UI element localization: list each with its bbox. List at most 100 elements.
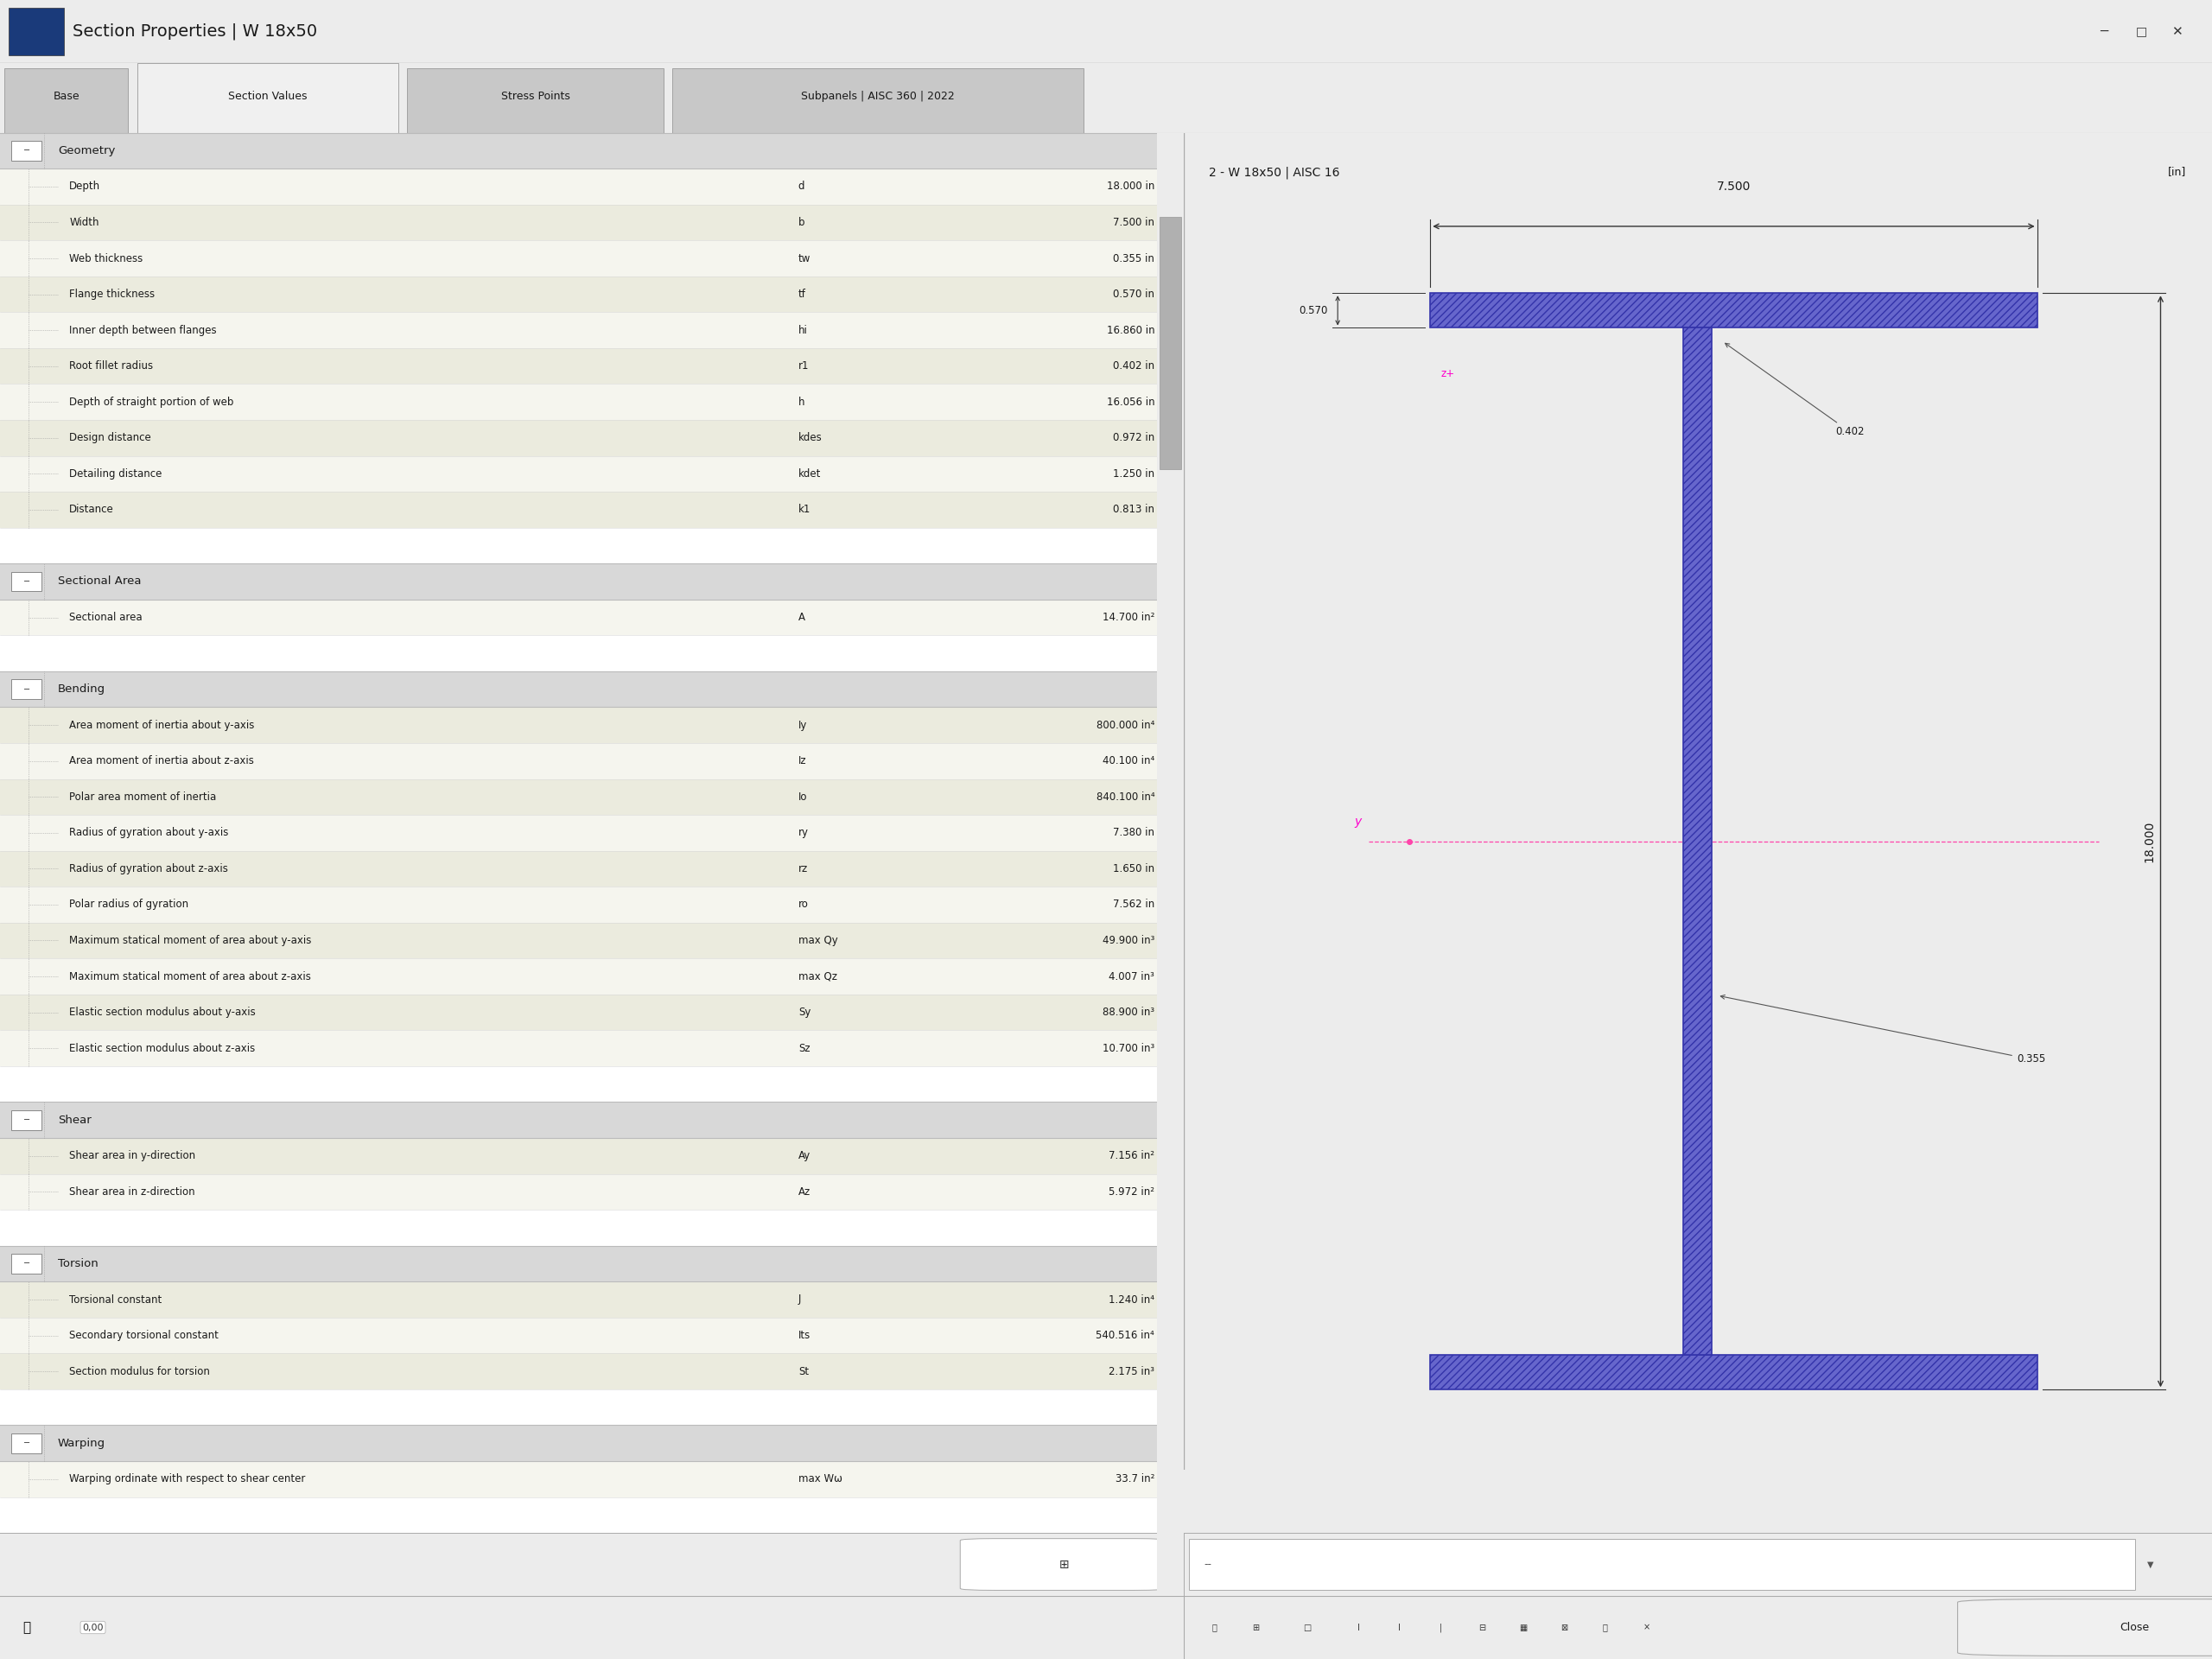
Text: Torsion: Torsion — [58, 1258, 97, 1269]
Text: Section modulus for torsion: Section modulus for torsion — [69, 1365, 210, 1377]
FancyBboxPatch shape — [1958, 1599, 2212, 1656]
Bar — [1159, 217, 1181, 469]
Text: [in]: [in] — [2168, 166, 2185, 178]
Text: ⊟: ⊟ — [1478, 1623, 1484, 1632]
Text: d: d — [799, 181, 805, 192]
Text: rz: rz — [799, 863, 807, 874]
Bar — [11, 572, 42, 591]
Text: 1.240 in⁴: 1.240 in⁴ — [1108, 1294, 1155, 1306]
Text: h: h — [799, 397, 805, 408]
Text: 18.000: 18.000 — [2143, 821, 2154, 863]
Text: max Wω: max Wω — [799, 1473, 843, 1485]
Bar — [0, 420, 1157, 456]
Text: Section Values: Section Values — [228, 91, 307, 103]
Bar — [0, 959, 1157, 994]
Text: 4.007 in³: 4.007 in³ — [1108, 971, 1155, 982]
Bar — [0, 1317, 1157, 1354]
Text: Maximum statical moment of area about y-axis: Maximum statical moment of area about y-… — [69, 936, 312, 946]
Bar — [0, 1282, 1157, 1317]
Text: ▼: ▼ — [2148, 1559, 2154, 1569]
Text: k1: k1 — [799, 504, 810, 516]
Text: 0.355: 0.355 — [1721, 995, 2046, 1065]
Bar — [0, 1175, 1157, 1209]
Text: Ay: Ay — [799, 1150, 810, 1161]
Text: 18.000 in: 18.000 in — [1106, 181, 1155, 192]
Text: 88.900 in³: 88.900 in³ — [1102, 1007, 1155, 1019]
Bar — [0, 133, 1157, 169]
Text: 5.972 in²: 5.972 in² — [1108, 1186, 1155, 1198]
Bar — [0, 383, 1157, 420]
Bar — [11, 679, 42, 698]
Text: ─: ─ — [2099, 25, 2108, 38]
Text: 1.650 in: 1.650 in — [1113, 863, 1155, 874]
Bar — [0, 635, 1157, 672]
Text: 7.500: 7.500 — [1717, 181, 1750, 192]
Text: --: -- — [1203, 1559, 1212, 1569]
Bar — [1188, 1540, 2135, 1589]
Bar — [0, 1067, 1157, 1102]
Text: −: − — [22, 1438, 31, 1448]
Text: tf: tf — [799, 289, 805, 300]
Bar — [0, 1496, 1157, 1533]
Text: 800.000 in⁴: 800.000 in⁴ — [1097, 720, 1155, 730]
Text: 14.700 in²: 14.700 in² — [1102, 612, 1155, 624]
Text: 2 - W 18x50 | AISC 16: 2 - W 18x50 | AISC 16 — [1210, 166, 1340, 179]
Text: 0,00: 0,00 — [82, 1623, 104, 1632]
Text: Subpanels | AISC 360 | 2022: Subpanels | AISC 360 | 2022 — [801, 91, 956, 103]
Text: 49.900 in³: 49.900 in³ — [1102, 936, 1155, 946]
Text: Radius of gyration about y-axis: Radius of gyration about y-axis — [69, 828, 228, 838]
Text: 840.100 in⁴: 840.100 in⁴ — [1097, 791, 1155, 803]
Text: 7.156 in²: 7.156 in² — [1108, 1150, 1155, 1161]
Text: ry: ry — [799, 828, 810, 838]
Text: max Qy: max Qy — [799, 936, 838, 946]
Text: ⊞: ⊞ — [1060, 1558, 1068, 1571]
Text: Sectional Area: Sectional Area — [58, 576, 142, 587]
Text: Section Properties | W 18x50: Section Properties | W 18x50 — [73, 23, 319, 40]
Bar — [0, 348, 1157, 383]
Text: 🖨: 🖨 — [1604, 1623, 1608, 1632]
Bar — [0, 1462, 1157, 1496]
Bar — [0, 1102, 1157, 1138]
Bar — [0, 672, 1157, 707]
Bar — [0, 851, 1157, 886]
Text: Iy: Iy — [799, 720, 807, 730]
Bar — [1431, 1355, 2037, 1390]
Text: Bending: Bending — [58, 684, 106, 695]
Bar — [137, 63, 398, 133]
Bar — [0, 456, 1157, 491]
Bar — [0, 204, 1157, 241]
Text: Its: Its — [799, 1331, 810, 1340]
Text: ⊠: ⊠ — [1559, 1623, 1568, 1632]
Bar — [0, 780, 1157, 815]
Text: A: A — [799, 612, 805, 624]
Text: Web thickness: Web thickness — [69, 252, 144, 264]
Text: 📐: 📐 — [1212, 1623, 1217, 1632]
Text: Io: Io — [799, 791, 807, 803]
Text: r1: r1 — [799, 360, 810, 372]
Text: 0.402: 0.402 — [1725, 343, 1865, 438]
Text: ▦: ▦ — [1520, 1623, 1526, 1632]
Text: z+: z+ — [1440, 368, 1455, 380]
Text: |: | — [1440, 1623, 1442, 1632]
Text: −: − — [22, 577, 31, 586]
Bar — [672, 68, 1084, 133]
Bar — [0, 312, 1157, 348]
Bar — [0, 743, 1157, 780]
Text: b: b — [799, 217, 805, 227]
Text: Warping ordinate with respect to shear center: Warping ordinate with respect to shear c… — [69, 1473, 305, 1485]
Text: Flange thickness: Flange thickness — [69, 289, 155, 300]
Text: Geometry: Geometry — [58, 144, 115, 156]
Bar — [0, 815, 1157, 851]
Text: Inner depth between flanges: Inner depth between flanges — [69, 325, 217, 335]
Text: Polar radius of gyration: Polar radius of gyration — [69, 899, 188, 911]
Text: −: − — [22, 1259, 31, 1267]
Bar — [0, 1425, 1157, 1462]
Text: kdet: kdet — [799, 468, 821, 479]
Text: Elastic section modulus about z-axis: Elastic section modulus about z-axis — [69, 1042, 254, 1053]
Text: Warping: Warping — [58, 1438, 106, 1448]
Text: Radius of gyration about z-axis: Radius of gyration about z-axis — [69, 863, 228, 874]
Text: 1.250 in: 1.250 in — [1113, 468, 1155, 479]
Text: tw: tw — [799, 252, 810, 264]
Bar — [11, 1110, 42, 1130]
Text: I: I — [1398, 1623, 1400, 1632]
